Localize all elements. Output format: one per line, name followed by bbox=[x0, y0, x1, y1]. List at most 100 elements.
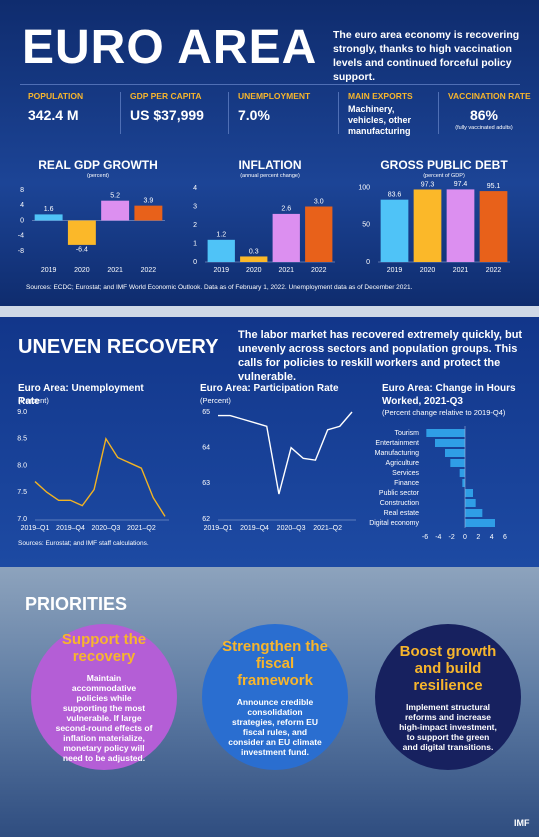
category-label: Tourism bbox=[394, 430, 419, 437]
priority-text: Maintain accommodative policies while su… bbox=[55, 673, 153, 763]
stat-value: Machinery, vehicles, other manufacturing bbox=[348, 104, 412, 136]
y-tick-label: 62 bbox=[202, 516, 210, 523]
bar bbox=[34, 214, 63, 221]
bar bbox=[272, 213, 300, 262]
y-tick-label: 50 bbox=[362, 222, 370, 229]
y-tick-label: 9.0 bbox=[17, 409, 27, 416]
x-tick-label: 2019–Q1 bbox=[204, 525, 233, 532]
category-label: Digital economy bbox=[369, 520, 419, 527]
x-tick-label: 2021–Q2 bbox=[127, 525, 156, 532]
y-tick-label: 7.5 bbox=[17, 489, 27, 496]
sources: Sources: ECDC; Eurostat; and IMF World E… bbox=[26, 284, 413, 291]
chart-subtitle: (percent) bbox=[86, 173, 109, 179]
section-title: UNEVEN RECOVERY bbox=[18, 336, 219, 358]
category-label: Public sector bbox=[379, 490, 420, 497]
stat-value: 7.0% bbox=[238, 107, 270, 123]
bar bbox=[240, 256, 268, 262]
stat-label: UNEMPLOYMENT bbox=[238, 91, 311, 101]
bar bbox=[426, 429, 465, 437]
bar bbox=[435, 439, 465, 447]
y-tick-label: -4 bbox=[18, 233, 24, 240]
x-tick-label: 4 bbox=[490, 534, 494, 541]
bar bbox=[465, 519, 495, 527]
stat-value: 342.4 M bbox=[28, 107, 79, 123]
y-tick-label: 8.5 bbox=[17, 436, 27, 443]
y-tick-label: 1 bbox=[193, 240, 197, 247]
bar bbox=[459, 469, 465, 477]
bar bbox=[445, 449, 465, 457]
section-text: The labor market has recovered extremely… bbox=[238, 329, 523, 383]
category-label: Finance bbox=[394, 480, 419, 487]
chart-subtitle: (annual percent change) bbox=[240, 173, 300, 179]
stat-value: US $37,999 bbox=[130, 107, 204, 123]
data-label: -6.4 bbox=[76, 247, 88, 254]
stat-label: POPULATION bbox=[28, 91, 84, 101]
y-tick-label: 63 bbox=[202, 480, 210, 487]
bar bbox=[380, 199, 409, 262]
bar bbox=[479, 191, 508, 262]
x-tick-label: 2 bbox=[476, 534, 480, 541]
x-tick-label: 2019–Q4 bbox=[56, 525, 85, 532]
x-tick-label: 0 bbox=[463, 534, 467, 541]
stat-label: MAIN EXPORTS bbox=[348, 91, 413, 101]
bar bbox=[305, 206, 333, 262]
sources: Sources: Eurostat; and IMF staff calcula… bbox=[18, 540, 149, 547]
bar bbox=[413, 189, 442, 262]
title: EURO AREA bbox=[22, 21, 318, 74]
data-label: 3.0 bbox=[314, 198, 324, 205]
chart-subtitle: (Percent) bbox=[200, 396, 231, 405]
y-tick-label: 8 bbox=[20, 187, 24, 194]
separator bbox=[0, 306, 539, 317]
y-tick-label: 3 bbox=[193, 203, 197, 210]
data-label: 5.2 bbox=[110, 193, 120, 200]
x-tick-label: 2021 bbox=[278, 267, 294, 274]
bar bbox=[134, 205, 163, 221]
data-label: 97.4 bbox=[454, 181, 468, 188]
x-tick-label: 2020 bbox=[246, 267, 262, 274]
x-tick-label: 2021–Q2 bbox=[313, 525, 342, 532]
bar bbox=[450, 459, 465, 467]
divider bbox=[338, 92, 339, 134]
bar bbox=[207, 239, 235, 262]
priorities-title: PRIORITIES bbox=[25, 594, 128, 614]
category-label: Real estate bbox=[384, 510, 420, 517]
bar bbox=[101, 200, 130, 221]
bar bbox=[446, 189, 475, 262]
chart-title: Euro Area: Unemployment Rate bbox=[18, 383, 144, 407]
x-tick-label: 2020 bbox=[420, 267, 436, 274]
x-tick-label: -2 bbox=[449, 534, 455, 541]
x-tick-label: 2019 bbox=[41, 267, 57, 274]
chart-subtitle: (Percent change relative to 2019-Q4) bbox=[382, 408, 506, 417]
x-tick-label: 2020–Q3 bbox=[277, 525, 306, 532]
priority: Boost growth and build resilience Impleme… bbox=[375, 624, 521, 770]
priority: Support the recovery Maintain accommodati… bbox=[31, 624, 177, 770]
stat-value: 86% bbox=[469, 107, 499, 123]
chart-title: Euro Area: Change in Hours Worked, 2021-… bbox=[382, 383, 516, 407]
bar bbox=[465, 489, 473, 497]
chart-title: INFLATION bbox=[238, 158, 302, 172]
y-tick-label: 64 bbox=[202, 445, 210, 452]
priority-title: Strengthen the fiscal framework bbox=[222, 637, 328, 689]
category-label: Manufacturing bbox=[375, 450, 419, 457]
x-tick-label: 2019 bbox=[387, 267, 403, 274]
category-label: Construction bbox=[380, 500, 419, 507]
x-tick-label: 2021 bbox=[107, 267, 123, 274]
priority: Strengthen the fiscal framework Announce … bbox=[202, 624, 348, 770]
x-tick-label: 2020–Q3 bbox=[92, 525, 121, 532]
chart-title: GROSS PUBLIC DEBT bbox=[380, 158, 508, 172]
y-tick-label: 65 bbox=[202, 409, 210, 416]
category-label: Entertainment bbox=[375, 440, 419, 447]
rule bbox=[20, 84, 520, 85]
bar bbox=[67, 220, 96, 245]
data-label: 1.2 bbox=[216, 232, 226, 239]
x-tick-label: 2022 bbox=[141, 267, 157, 274]
x-tick-label: 2022 bbox=[311, 267, 327, 274]
bar bbox=[462, 479, 465, 487]
data-label: 0.3 bbox=[249, 248, 259, 255]
data-label: 1.6 bbox=[44, 206, 54, 213]
stat-note: (fully vaccinated adults) bbox=[455, 125, 513, 131]
line bbox=[34, 436, 166, 517]
category-label: Services bbox=[392, 470, 419, 477]
data-label: 2.6 bbox=[281, 206, 291, 213]
